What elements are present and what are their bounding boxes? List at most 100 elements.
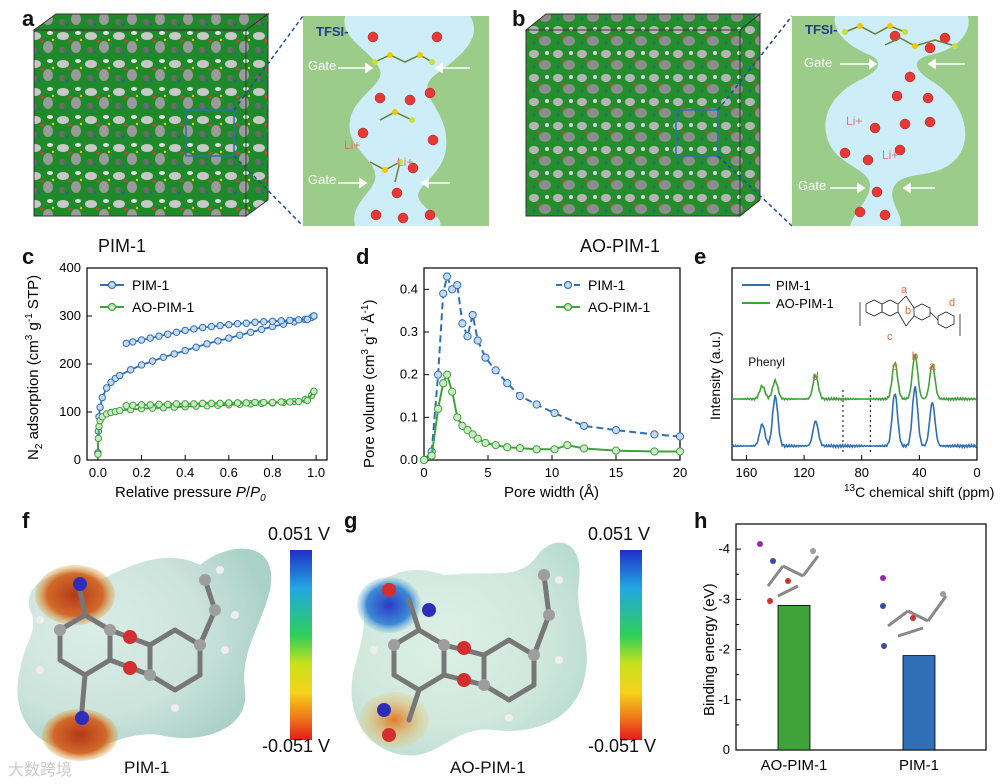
chart-d-point-aopim1	[550, 445, 559, 454]
chart-e-legend: PIM-1 AO-PIM-1	[742, 278, 834, 311]
chart-c-point-pim1	[148, 357, 157, 365]
chart-c-xtick-label: 0.8	[263, 465, 281, 480]
chart-d-point-aopim1	[532, 445, 541, 454]
chart-d-point-pim1	[579, 421, 589, 430]
chart-c-point-aopim1	[198, 399, 207, 408]
chart-e-xtick-label: 0	[973, 465, 980, 480]
esp-map-aopim1	[351, 542, 642, 756]
chart-c-xtick-label: 0.4	[176, 465, 194, 480]
chart-e-frame	[731, 267, 978, 461]
schematic-b-li-label-2: Li+	[882, 148, 899, 162]
chart-d-ylabel: Pore volume (cm3 g-1 Å-1)	[360, 300, 378, 468]
chart-d-ytick-label: 0.4	[400, 281, 418, 296]
chart-d-point-pim1	[453, 280, 462, 290]
chart-c-point-pim1	[277, 317, 285, 325]
chart-c-point-pim1	[207, 322, 216, 331]
chart-c-point-pim1	[192, 343, 200, 351]
chart-d-point-aopim1	[515, 443, 525, 453]
schematic-b-gate-bottom: Gate	[798, 178, 827, 193]
chart-e-xtick-label: 80	[854, 465, 868, 480]
cube-pim1	[32, 13, 270, 217]
chart-c-ytick-label: 400	[59, 260, 81, 275]
esp-g-caption: AO-PIM-1	[450, 758, 526, 777]
chart-c-point-aopim1	[216, 399, 224, 408]
chart-d-point-aopim1	[419, 455, 429, 465]
chart-d-point-aopim1	[579, 444, 589, 453]
cube-a-caption: PIM-1	[98, 236, 147, 256]
chart-d-legend-pim1: PIM-1	[588, 277, 626, 293]
chart-h-bar-pim-1	[902, 655, 936, 751]
chart-c-point-aopim1	[155, 400, 163, 409]
chart-d-point-aopim1	[458, 421, 467, 430]
chart-c-point-pim1	[146, 334, 154, 342]
chart-d-point-pim1	[550, 408, 559, 418]
chart-e-xlabel: 13C chemical shift (ppm)	[844, 483, 994, 500]
chart-c-point-pim1	[102, 384, 111, 392]
chart-c-legend: PIM-1 AO-PIM-1	[100, 277, 194, 315]
chart-d-point-pim1	[481, 353, 490, 362]
chart-d-point-aopim1	[675, 447, 685, 456]
chart-c-point-aopim1	[137, 401, 146, 409]
chart-c-point-aopim1	[294, 397, 303, 406]
chart-c-point-pim1	[268, 317, 277, 325]
zoom-line-a-top	[233, 15, 304, 111]
esp-f-caption: PIM-1	[124, 758, 170, 777]
chart-c-ytick-label: 100	[59, 404, 81, 419]
panels-ab-svg	[32, 12, 978, 227]
zoom-line-b-bottom	[717, 155, 793, 227]
schematic-b-li-label-1: Li+	[846, 114, 863, 128]
chart-h-bar-ao-pim-1	[777, 604, 811, 751]
chart-c-point-pim1	[310, 312, 318, 320]
chart-c-point-pim1	[137, 361, 146, 369]
panel-letter-c: c	[22, 244, 35, 269]
chart-d-ytick-label: 0.3	[400, 324, 418, 339]
chart-c-point-aopim1	[225, 399, 233, 407]
chart-d-xtick-label: 20	[673, 465, 687, 480]
chart-c-point-aopim1	[190, 400, 198, 408]
chart-c-point-aopim1	[260, 398, 268, 407]
chart-c-point-pim1	[98, 393, 106, 402]
chart-d-point-aopim1	[433, 404, 443, 413]
chart-c-ytick-label: 0	[74, 452, 81, 467]
chart-c-point-pim1	[203, 340, 211, 348]
chart-d-point-aopim1	[481, 438, 490, 448]
chart-c-point-pim1	[260, 318, 268, 326]
chart-d-legend-aopim1: AO-PIM-1	[588, 299, 650, 315]
chart-c-point-pim1	[170, 350, 178, 358]
chart-d-point-pim1	[532, 400, 541, 409]
panel-letter-f: f	[22, 508, 30, 533]
chart-e-peak-label-phenyl: Phenyl	[748, 355, 785, 369]
chart-d-point-aopim1	[650, 447, 659, 456]
chart-c-point-aopim1	[310, 387, 318, 396]
cube-aopim1	[524, 12, 762, 218]
panel-letter-e: e	[694, 244, 707, 269]
chart-h-ylabel: Binding energy (eV)	[701, 583, 718, 716]
chart-h-binding: 0 -1 -2 -3 -4 AO-PIM-1 PIM-1 Binding energy (…	[701, 523, 987, 774]
chart-e-peak-label-d: d	[812, 369, 819, 383]
chart-c-frame	[86, 267, 328, 461]
chart-d-point-pim1	[503, 379, 512, 388]
chart-d-point-pim1	[439, 289, 448, 298]
chart-c-xtick-label: 1.0	[307, 465, 325, 480]
chart-e-spectrum-pim1	[731, 386, 978, 450]
chart-c-point-aopim1	[146, 401, 154, 409]
chart-c-point-pim1	[303, 315, 312, 324]
panel-letter-a: a	[22, 6, 35, 31]
chart-e-peak-label-b: b	[912, 349, 919, 363]
chart-d-point-aopim1	[448, 387, 457, 396]
chart-c-point-aopim1	[286, 398, 294, 406]
chart-e-struct-d: d	[949, 297, 955, 309]
chart-c-legend-pim1: PIM-1	[132, 277, 170, 293]
chart-c-point-pim1	[96, 403, 104, 411]
chart-c-point-aopim1	[303, 396, 312, 405]
chart-c-isotherm: 0.0 0.2 0.4 0.6 0.8 1.0 0 100 200 300 400 PIM-1 AO…	[24, 260, 328, 504]
chart-c-point-pim1	[181, 346, 189, 355]
schematic-aopim1	[792, 16, 978, 226]
chart-d-point-aopim1	[453, 413, 462, 422]
chart-d-point-aopim1	[473, 434, 482, 443]
chart-c-point-pim1	[233, 319, 242, 328]
chart-h-ytick-label: -2	[718, 642, 730, 657]
schematic-b-anion-label: TFSI-	[805, 22, 838, 37]
chart-h-category-label: AO-PIM-1	[761, 757, 828, 774]
chart-c-xtick-label: 0.2	[133, 465, 151, 480]
